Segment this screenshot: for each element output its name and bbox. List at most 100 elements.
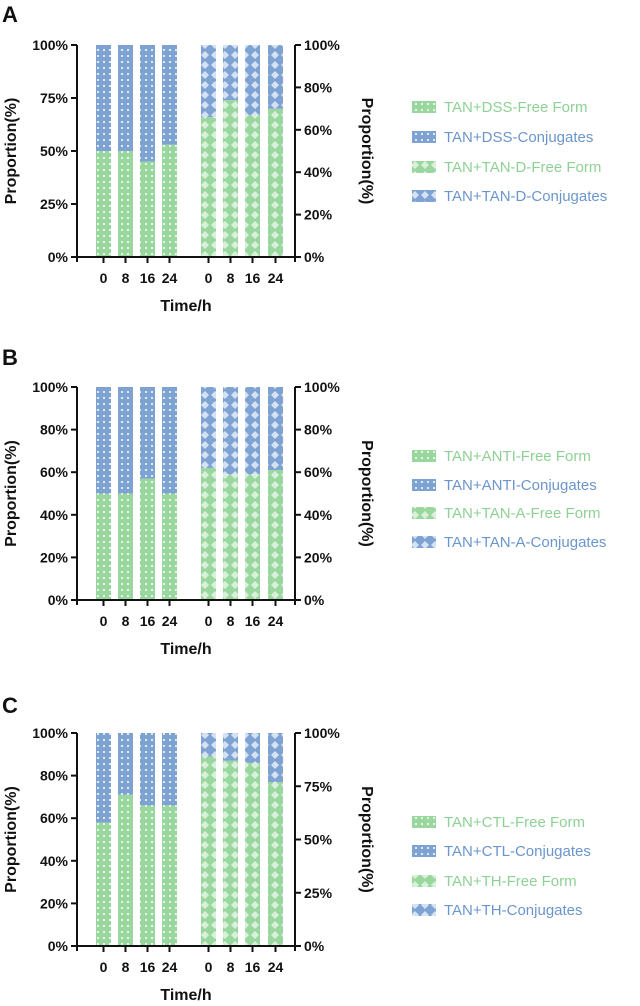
- x-tick-label: 0: [205, 959, 213, 975]
- right-y-axis-title: Proportion(%): [358, 98, 375, 205]
- legend-label: TAN+TH-Free Form: [444, 873, 577, 890]
- bar-conjugates-group1-t24: [162, 387, 177, 494]
- right-y-tick-label: 0%: [304, 249, 325, 265]
- right-y-tick-label: 75%: [304, 778, 333, 794]
- x-tick-label: 16: [140, 270, 156, 286]
- right-y-tick-label: 50%: [304, 832, 333, 848]
- right-y-tick-label: 25%: [304, 885, 333, 901]
- right-y-tick-label: 100%: [304, 37, 340, 53]
- x-tick-label: 16: [245, 270, 261, 286]
- bar-conjugates-group2-t16: [245, 45, 260, 115]
- bar-conjugates-group2-t24: [268, 387, 283, 471]
- left-y-tick-label: 25%: [40, 196, 69, 212]
- legend-label: TAN+ANTI-Conjugates: [444, 477, 597, 494]
- left-y-tick-label: 75%: [40, 90, 69, 106]
- bar-free-group2-t0: [201, 756, 216, 946]
- bar-free-group1-t16: [140, 478, 155, 600]
- x-tick-label: 16: [140, 959, 156, 975]
- bar-conjugates-group1-t0: [96, 387, 111, 494]
- x-tick-label: 8: [227, 959, 235, 975]
- legend-label: TAN+TAN-D-Conjugates: [444, 188, 607, 205]
- left-y-tick-label: 20%: [40, 895, 69, 911]
- left-y-tick-label: 80%: [40, 768, 69, 784]
- bar-free-group2-t24: [268, 781, 283, 946]
- right-y-tick-label: 40%: [304, 507, 333, 523]
- x-tick-label: 8: [227, 613, 235, 629]
- x-tick-label: 16: [140, 613, 156, 629]
- x-tick-label: 24: [162, 959, 178, 975]
- bar-conjugates-group1-t16: [140, 45, 155, 162]
- bar-free-group2-t0: [201, 117, 216, 257]
- x-tick-label: 24: [268, 270, 284, 286]
- x-tick-label: 0: [205, 270, 213, 286]
- bar-free-group1-t8: [118, 493, 133, 600]
- legend-label: TAN+TAN-A-Conjugates: [444, 534, 606, 551]
- bar-conjugates-group1-t16: [140, 733, 155, 806]
- left-y-tick-label: 60%: [40, 464, 69, 480]
- bar-conjugates-group1-t0: [96, 733, 111, 823]
- legend-swatch: [412, 507, 436, 519]
- bar-free-group2-t8: [223, 760, 238, 946]
- legend-label: TAN+ANTI-Free Form: [444, 448, 591, 465]
- x-tick-label: 16: [245, 959, 261, 975]
- x-tick-label: 8: [122, 959, 130, 975]
- bar-free-group2-t16: [245, 114, 260, 258]
- x-tick-label: 8: [227, 270, 235, 286]
- legend-swatch: [412, 875, 436, 887]
- x-axis-title: Time/h: [160, 298, 211, 315]
- bar-free-group2-t8: [223, 474, 238, 600]
- x-tick-label: 0: [205, 613, 213, 629]
- x-tick-label: 24: [268, 613, 284, 629]
- x-tick-label: 0: [100, 270, 108, 286]
- bar-free-group1-t0: [96, 493, 111, 600]
- right-y-tick-label: 0%: [304, 938, 325, 954]
- bar-free-group1-t24: [162, 493, 177, 600]
- right-y-tick-label: 40%: [304, 164, 333, 180]
- bar-conjugates-group1-t8: [118, 733, 133, 795]
- left-y-tick-label: 0%: [48, 592, 69, 608]
- left-y-tick-label: 100%: [32, 379, 68, 395]
- legend-swatch: [412, 101, 436, 113]
- legend-swatch: [412, 161, 436, 173]
- legend-label: TAN+CTL-Free Form: [444, 814, 585, 831]
- bar-conjugates-group2-t8: [223, 387, 238, 475]
- bar-free-group1-t0: [96, 151, 111, 257]
- left-y-axis-title: Proportion(%): [3, 98, 20, 205]
- right-y-tick-label: 80%: [304, 79, 333, 95]
- right-y-tick-label: 80%: [304, 422, 333, 438]
- bar-free-group2-t24: [268, 108, 283, 257]
- x-tick-label: 24: [162, 270, 178, 286]
- right-y-tick-label: 60%: [304, 122, 333, 138]
- bar-conjugates-group2-t0: [201, 45, 216, 118]
- x-tick-label: 0: [100, 959, 108, 975]
- panel-label: A: [2, 2, 18, 27]
- left-y-tick-label: 40%: [40, 853, 69, 869]
- bar-free-group1-t24: [162, 144, 177, 257]
- right-y-axis-title: Proportion(%): [358, 786, 375, 893]
- legend-swatch: [412, 450, 436, 462]
- left-y-tick-label: 80%: [40, 422, 69, 438]
- bar-free-group1-t16: [140, 161, 155, 257]
- bar-conjugates-group2-t16: [245, 733, 260, 763]
- panel-label: C: [2, 693, 18, 718]
- bar-conjugates-group2-t8: [223, 733, 238, 761]
- legend-label: TAN+TAN-A-Free Form: [444, 505, 601, 522]
- right-y-tick-label: 60%: [304, 464, 333, 480]
- left-y-tick-label: 0%: [48, 938, 69, 954]
- bar-conjugates-group1-t8: [118, 387, 133, 494]
- left-y-tick-label: 60%: [40, 810, 69, 826]
- legend-swatch: [412, 190, 436, 202]
- bar-free-group1-t0: [96, 822, 111, 946]
- bar-free-group2-t16: [245, 474, 260, 600]
- bar-free-group1-t8: [118, 794, 133, 946]
- bar-conjugates-group2-t0: [201, 387, 216, 468]
- legend-label: TAN+DSS-Free Form: [444, 99, 588, 116]
- bar-conjugates-group2-t24: [268, 45, 283, 109]
- left-y-axis-title: Proportion(%): [3, 440, 20, 547]
- legend-label: TAN+CTL-Conjugates: [444, 843, 591, 860]
- legend-swatch: [412, 816, 436, 828]
- bar-conjugates-group1-t0: [96, 45, 111, 151]
- bar-conjugates-group1-t8: [118, 45, 133, 151]
- right-y-tick-label: 100%: [304, 379, 340, 395]
